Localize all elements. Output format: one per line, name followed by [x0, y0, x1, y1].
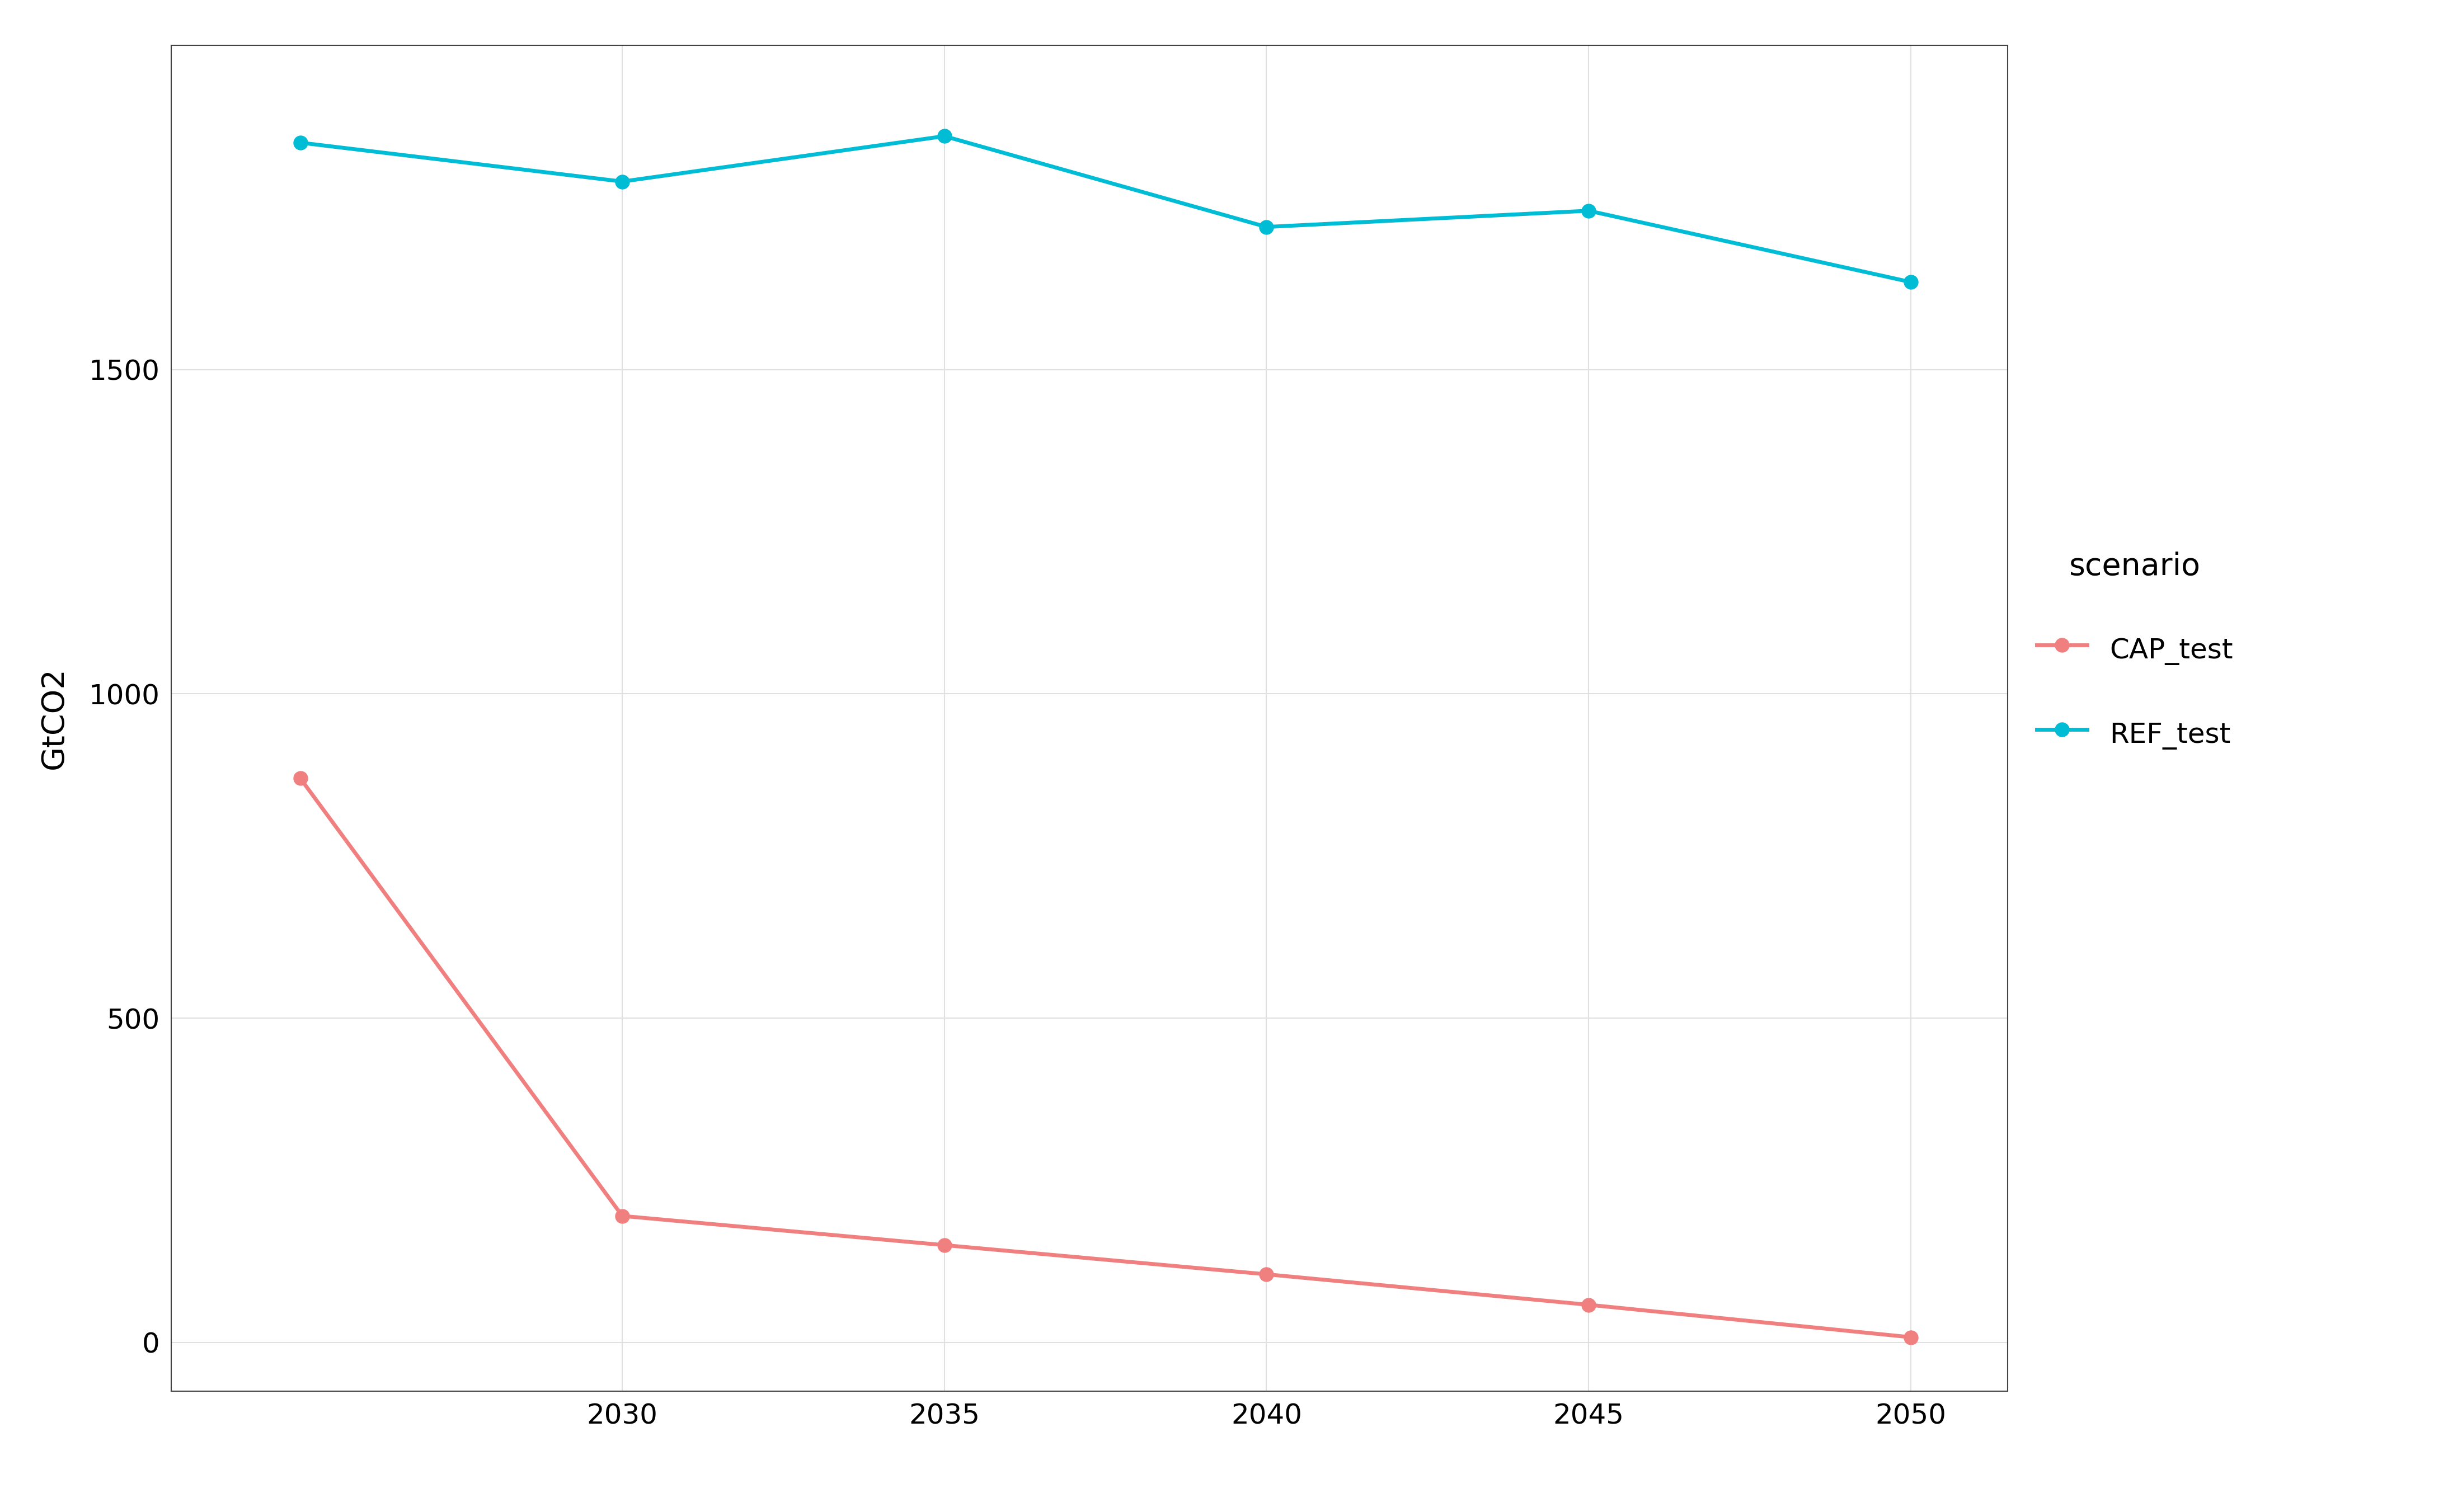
Y-axis label: GtCO2: GtCO2 [39, 667, 69, 770]
Legend: CAP_test, REF_test: CAP_test, REF_test [2027, 540, 2245, 762]
